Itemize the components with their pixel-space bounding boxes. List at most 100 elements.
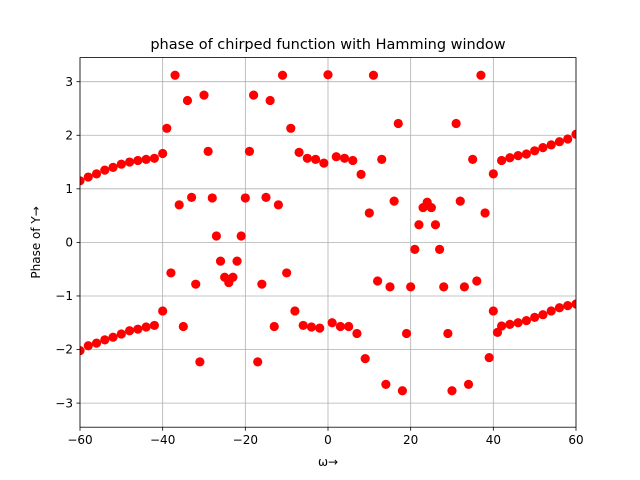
data-point [80,346,85,356]
x-tick-label: −60 [67,433,92,447]
data-point [232,256,242,266]
data-point [286,123,296,133]
data-point [455,196,465,206]
data-point [563,134,573,144]
data-point [554,303,565,313]
data-point [488,306,498,316]
grid [79,57,577,428]
data-point [282,268,292,278]
data-point [327,318,337,328]
data-point [352,328,362,339]
x-axis-label: ω→ [318,455,338,469]
data-point [414,220,424,230]
data-point [80,176,85,186]
data-point [249,90,259,100]
data-point [125,157,135,167]
data-point [269,321,279,332]
data-point [426,202,436,213]
data-point [199,90,209,100]
x-tick-label: −20 [233,433,258,447]
data-point [393,118,403,129]
data-point [108,162,118,173]
data-point [100,165,110,175]
data-point [521,316,532,326]
data-point [125,326,135,336]
data-point [298,320,308,331]
data-point [546,140,556,150]
data-point [149,153,159,163]
data-point [406,282,416,292]
data-point [257,279,267,289]
data-point [83,341,93,351]
data-point [497,321,507,331]
x-tick-label: 20 [403,433,418,447]
y-tick-label: 2 [65,128,73,142]
data-point [439,282,449,292]
data-point [174,200,184,210]
data-points [80,70,576,396]
y-tick-label: 0 [65,236,73,250]
data-point [476,70,486,80]
data-point [546,306,556,316]
data-point [451,118,461,129]
y-tick-label: 3 [65,75,73,89]
data-point [397,386,407,396]
x-tick-label: −40 [150,433,175,447]
data-point [373,276,383,286]
data-point [91,338,102,348]
data-point [360,354,370,364]
data-point [331,152,341,162]
data-point [240,193,250,203]
data-point [521,149,532,159]
data-point [203,146,213,156]
data-point [364,208,374,218]
data-point [401,328,412,339]
data-point [162,123,172,133]
data-point [182,95,193,106]
data-point [311,154,321,164]
data-point [463,379,474,389]
data-point [530,312,540,322]
data-point [228,272,238,282]
data-point [410,244,420,254]
data-point [108,332,118,342]
y-tick-label: −1 [55,289,73,303]
data-point [191,279,201,289]
data-point [571,299,576,309]
y-tick-label: 1 [65,182,73,196]
data-point [505,153,515,163]
data-point [497,155,507,166]
data-point [447,386,457,396]
y-tick-label: −3 [55,396,73,410]
data-point [315,323,325,333]
data-point [488,169,498,179]
data-point [141,154,151,164]
data-point [459,282,469,292]
data-point [480,208,490,218]
data-point [211,231,221,241]
data-point [100,335,110,345]
data-point [170,70,180,80]
data-point [273,200,283,210]
data-point [91,169,102,179]
data-point [505,319,515,329]
data-point [187,192,197,203]
data-point [133,324,143,334]
data-point [158,148,168,159]
data-point [195,357,205,367]
data-point [385,282,395,292]
data-point [344,321,354,332]
data-point [356,169,366,179]
data-point [389,196,399,206]
data-point [261,192,271,203]
x-tick-label: 60 [568,433,583,447]
data-point [368,70,379,80]
data-point [207,193,217,203]
data-point [348,155,358,166]
data-point [435,244,445,254]
data-point [306,322,317,332]
data-point [141,322,151,332]
chart-title: phase of chirped function with Hamming w… [150,37,505,53]
